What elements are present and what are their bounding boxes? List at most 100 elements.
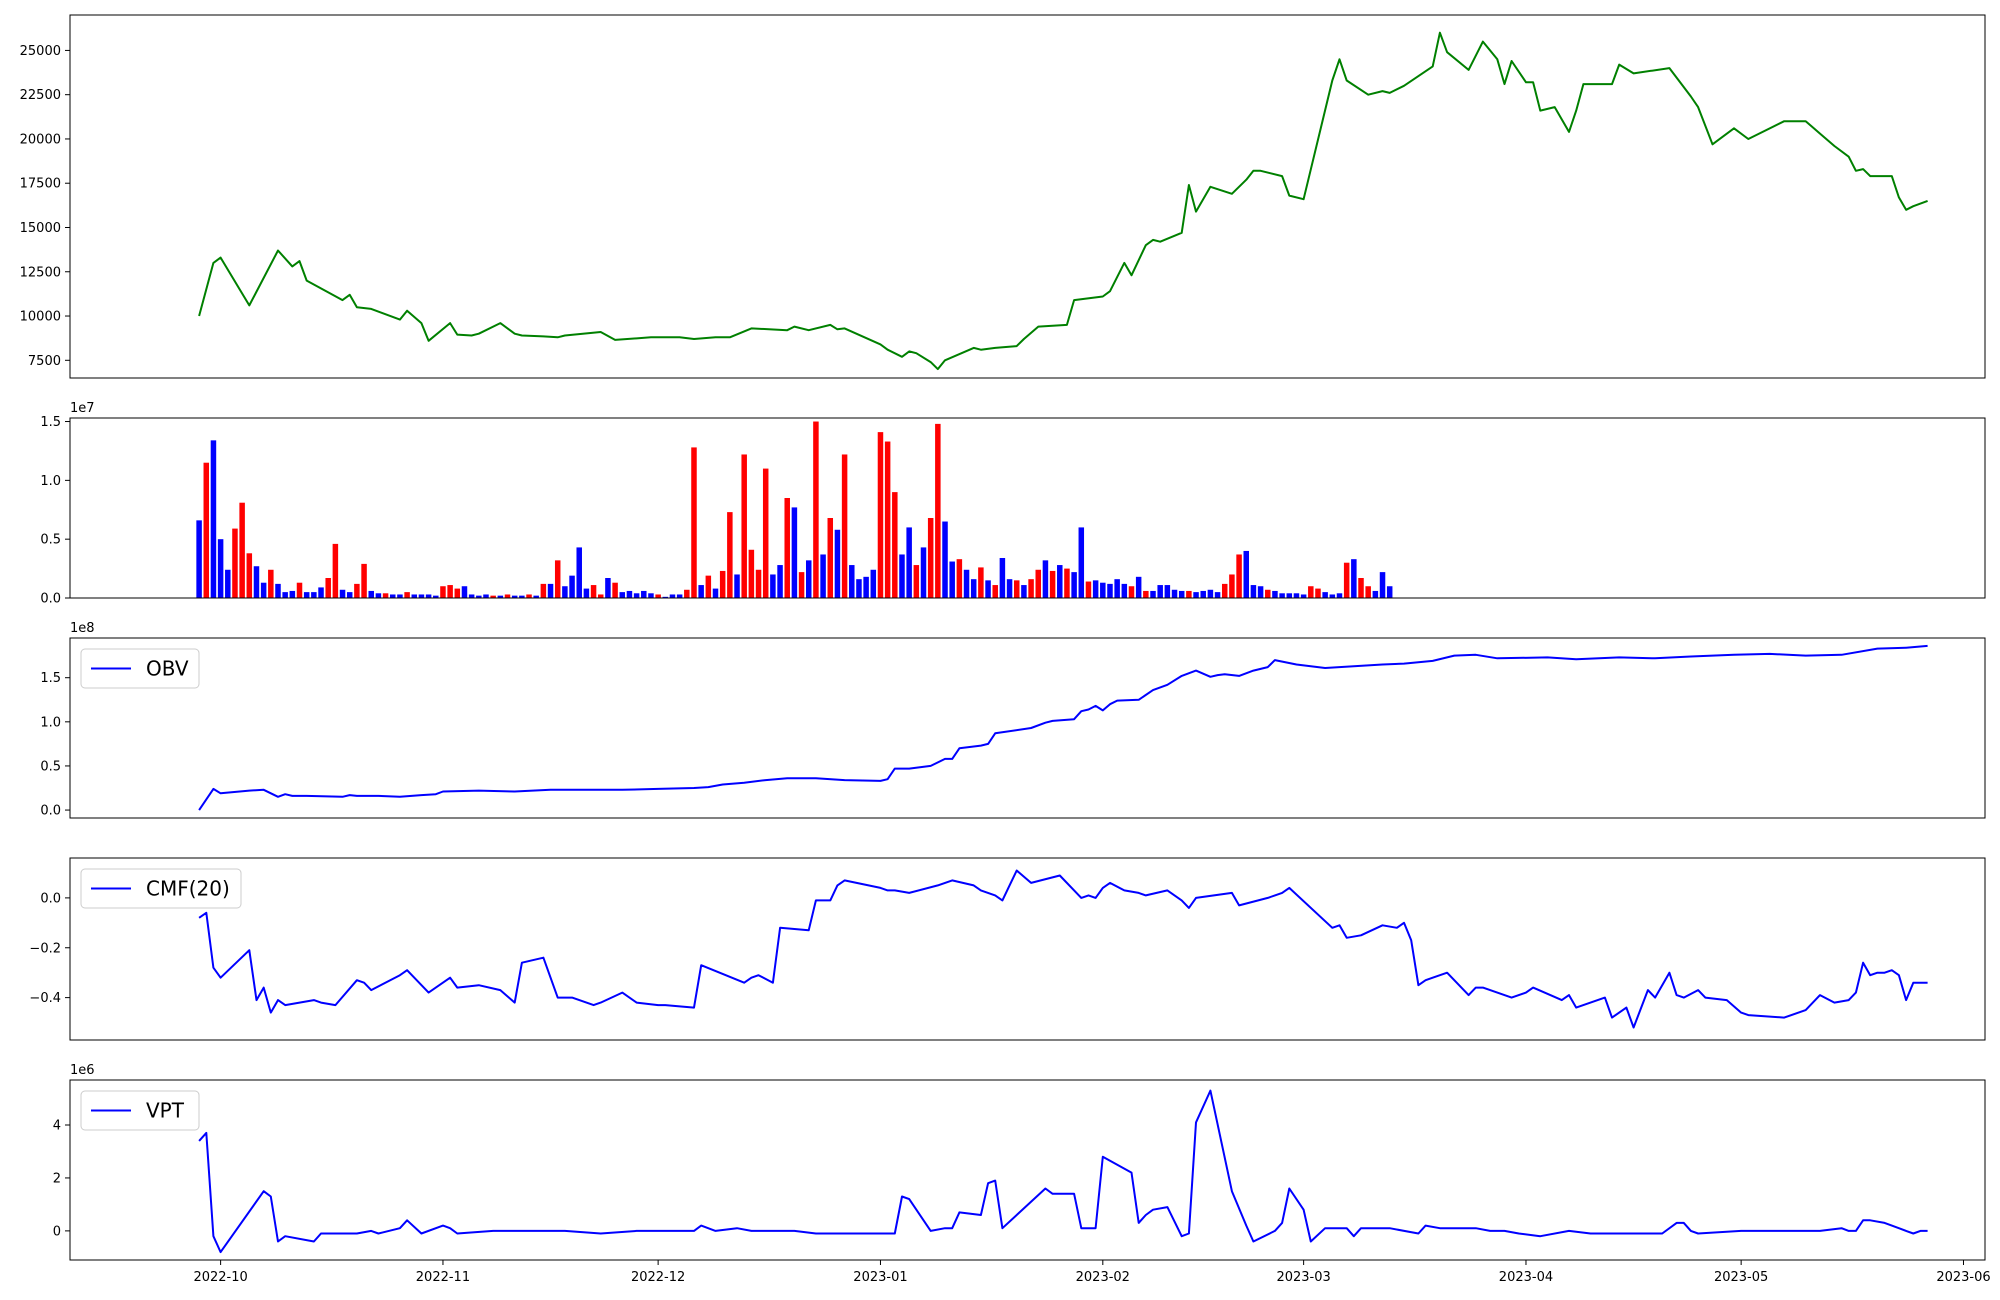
volume-bar (325, 578, 331, 598)
volume-bar (1071, 572, 1077, 598)
volume-bar (468, 594, 475, 598)
y-tick-label: 17500 (20, 177, 61, 192)
volume-bar (303, 592, 310, 598)
volume-bar (892, 492, 898, 598)
x-tick-label: 2023-04 (1499, 1270, 1553, 1285)
axis-offset-label: 1e8 (70, 621, 95, 636)
legend-box (80, 868, 242, 909)
volume-bar (490, 595, 496, 598)
volume-bar (841, 454, 848, 598)
volume-bar (662, 596, 669, 598)
legend-box (80, 648, 200, 689)
volume-bar (1279, 593, 1285, 598)
volume-bar (483, 594, 489, 598)
volume-bar (554, 560, 561, 598)
volume-bar (1286, 593, 1293, 598)
volume-bar (425, 594, 432, 598)
volume-bar (1229, 574, 1235, 598)
y-tick-label: 0.0 (40, 891, 61, 906)
volume-bar (791, 507, 798, 598)
volume-bar (1078, 527, 1085, 598)
volume-bar (1178, 590, 1185, 598)
volume-bar (856, 579, 862, 598)
volume-bar (239, 502, 245, 598)
volume-bar (1135, 576, 1142, 598)
volume-bar (203, 462, 210, 598)
volume-bar (970, 579, 977, 598)
volume-bar (253, 566, 260, 598)
volume-bar (1365, 586, 1371, 598)
volume-bar (633, 593, 640, 598)
volume-bar (1322, 592, 1328, 598)
y-tick-label: 12500 (20, 265, 61, 280)
volume-bar (1200, 590, 1206, 598)
volume-bar (1250, 585, 1257, 598)
volume-bar (375, 593, 382, 598)
volume-bar (1329, 594, 1336, 598)
x-tick-label: 2023-02 (1076, 1270, 1130, 1285)
volume-bar (368, 590, 374, 598)
volume-bar (569, 575, 575, 598)
volume-bar (1085, 581, 1092, 598)
volume-bar (268, 569, 274, 598)
volume-bar (476, 595, 482, 598)
volume-bar (899, 554, 905, 598)
volume-bar (1336, 593, 1343, 598)
y-tick-label: 10000 (20, 310, 61, 325)
volume-bar (734, 574, 740, 598)
volume-bar (1006, 579, 1013, 598)
volume-bar (533, 595, 539, 598)
volume-bar (669, 594, 676, 598)
volume-bar (963, 569, 970, 598)
volume-bar (1351, 559, 1357, 598)
volume-bar (397, 594, 403, 598)
volume-bar (827, 518, 834, 598)
volume-bar (655, 594, 661, 598)
axes-frame (69, 14, 1986, 379)
legend: CMF(20) (80, 868, 242, 909)
axes-frame (69, 637, 1986, 819)
volume-bar (942, 521, 948, 598)
volume-bar (712, 588, 719, 598)
volume-bar (691, 447, 697, 598)
volume-bar (1257, 586, 1264, 598)
y-tick-label: −0.4 (29, 991, 61, 1006)
y-tick-label: 22500 (20, 88, 61, 103)
volume-bar (641, 590, 647, 598)
volume-bar (676, 594, 683, 598)
axes-frame (69, 417, 1986, 599)
panel-volume: 0.0 0.5 1.0 1.5 1e7 (40, 401, 1986, 607)
volume-bar (1092, 580, 1099, 598)
volume-bar (289, 590, 296, 598)
volume-bar (590, 585, 597, 598)
volume-bar (1386, 586, 1393, 598)
volume-bar (346, 592, 353, 598)
volume-bar (784, 498, 790, 598)
volume-bar (1207, 589, 1214, 598)
volume-bar (296, 582, 303, 598)
volume-bar (1064, 568, 1070, 598)
volume-bar (748, 549, 755, 598)
axis-offset-label: 1e7 (70, 401, 95, 416)
volume-bar (813, 421, 819, 598)
x-tick-label: 2022-11 (416, 1270, 470, 1285)
volume-bar (1243, 550, 1250, 598)
x-tick-label: 2022-10 (193, 1270, 247, 1285)
obv-line (198, 644, 1928, 811)
volume-bar (605, 578, 611, 598)
volume-bar (540, 583, 547, 598)
volume-bar (504, 594, 511, 598)
volume-bar (619, 592, 626, 598)
volume-bar (1236, 554, 1242, 598)
volume-bar (777, 565, 783, 598)
volume-bar (461, 586, 468, 598)
volume-bar (1171, 589, 1178, 598)
volume-bar (1143, 590, 1149, 598)
volume-bar (282, 592, 288, 598)
volume-bar (232, 528, 238, 598)
volume-bar (1193, 592, 1199, 598)
volume-bar (719, 570, 726, 598)
cmf-line (198, 869, 1928, 1029)
x-tick-label: 2022-12 (631, 1270, 685, 1285)
volume-bar (382, 593, 389, 598)
